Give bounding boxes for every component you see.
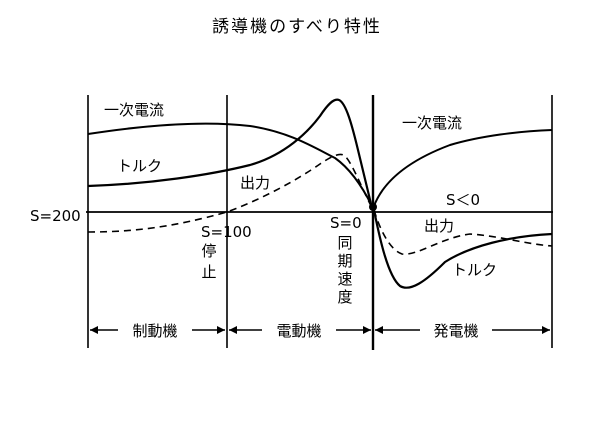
label-torque-right: トルク bbox=[452, 261, 497, 279]
primary-current-curve-right bbox=[373, 129, 553, 207]
label-stop-char-2: 止 bbox=[201, 263, 216, 281]
zone-generator-label: 発電機 bbox=[433, 322, 478, 340]
torque-curve-left bbox=[87, 98, 374, 209]
zone-brake: 制動機 bbox=[90, 322, 225, 340]
label-stop-char-1: 停 bbox=[201, 242, 216, 260]
sync-point-marker bbox=[369, 203, 377, 211]
label-sync-char-4: 度 bbox=[337, 288, 352, 306]
torque-curve-right bbox=[372, 209, 553, 289]
label-primary-current-left: 一次電流 bbox=[104, 101, 164, 119]
label-s-less-than-zero: S＜0 bbox=[446, 191, 480, 209]
output-curve-left bbox=[87, 153, 373, 233]
label-torque-left: トルク bbox=[117, 157, 162, 175]
label-s-0: S=0 bbox=[330, 214, 362, 232]
label-sync-char-3: 速 bbox=[337, 270, 352, 288]
output-curve-right bbox=[373, 209, 553, 255]
diagram-title: 誘導機のすべり特性 bbox=[212, 17, 382, 37]
label-output-right: 出力 bbox=[424, 217, 454, 235]
zone-motor-label: 電動機 bbox=[276, 322, 321, 340]
label-s-100: S=100 bbox=[201, 223, 252, 241]
label-primary-current-right: 一次電流 bbox=[402, 114, 462, 132]
primary-current-curve-left bbox=[87, 122, 373, 207]
zone-brake-label: 制動機 bbox=[132, 322, 177, 340]
zone-motor: 電動機 bbox=[229, 322, 371, 340]
label-sync-char-1: 同 bbox=[337, 234, 352, 252]
label-output-left: 出力 bbox=[240, 174, 270, 192]
zone-generator: 発電機 bbox=[375, 322, 550, 340]
label-sync-char-2: 期 bbox=[337, 252, 352, 270]
label-s-200: S=200 bbox=[30, 207, 81, 225]
